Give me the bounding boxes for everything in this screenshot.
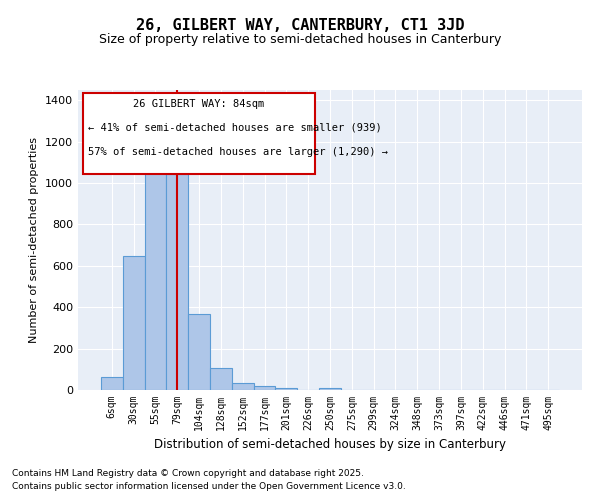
X-axis label: Distribution of semi-detached houses by size in Canterbury: Distribution of semi-detached houses by … bbox=[154, 438, 506, 452]
Bar bbox=[123, 256, 145, 390]
Bar bbox=[319, 388, 341, 390]
Bar bbox=[101, 376, 123, 390]
Text: 26, GILBERT WAY, CANTERBURY, CT1 3JD: 26, GILBERT WAY, CANTERBURY, CT1 3JD bbox=[136, 18, 464, 32]
Text: Size of property relative to semi-detached houses in Canterbury: Size of property relative to semi-detach… bbox=[99, 32, 501, 46]
Bar bbox=[188, 314, 210, 390]
Text: 57% of semi-detached houses are larger (1,290) →: 57% of semi-detached houses are larger (… bbox=[88, 147, 388, 157]
Text: Contains HM Land Registry data © Crown copyright and database right 2025.: Contains HM Land Registry data © Crown c… bbox=[12, 468, 364, 477]
FancyBboxPatch shape bbox=[83, 93, 315, 174]
Text: 26 GILBERT WAY: 84sqm: 26 GILBERT WAY: 84sqm bbox=[133, 99, 265, 109]
Text: Contains public sector information licensed under the Open Government Licence v3: Contains public sector information licen… bbox=[12, 482, 406, 491]
Y-axis label: Number of semi-detached properties: Number of semi-detached properties bbox=[29, 137, 40, 343]
Bar bbox=[166, 174, 188, 390]
Bar bbox=[145, 173, 166, 390]
Bar bbox=[275, 388, 297, 390]
Bar bbox=[232, 383, 254, 390]
Text: ← 41% of semi-detached houses are smaller (939): ← 41% of semi-detached houses are smalle… bbox=[88, 123, 382, 133]
Bar bbox=[254, 386, 275, 390]
Bar bbox=[210, 368, 232, 390]
